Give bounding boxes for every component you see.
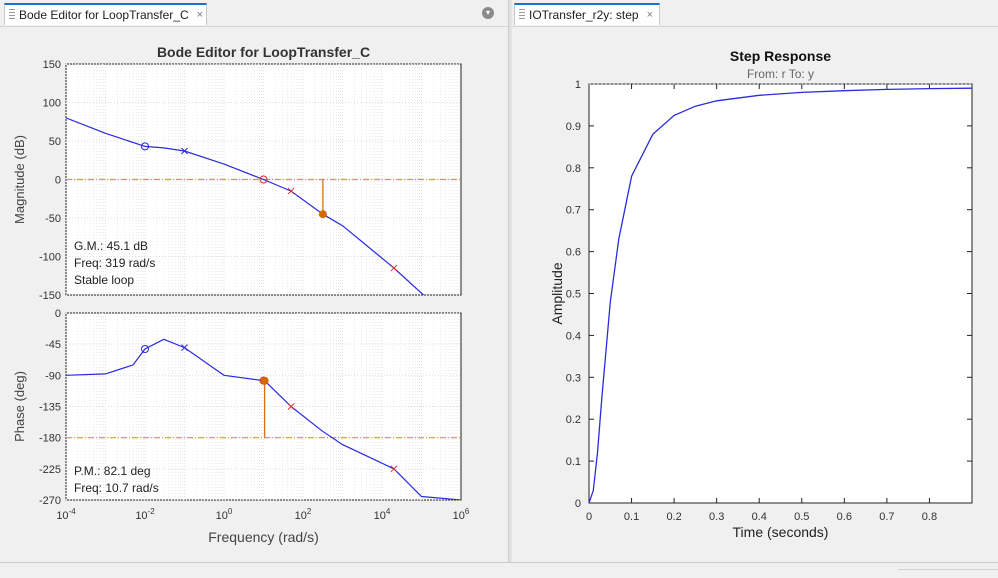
y-tick-label: 0.1 — [566, 456, 581, 468]
y-tick-label: -50 — [45, 213, 61, 225]
y-tick-label: 0.4 — [566, 330, 581, 342]
step-figure: Step Response From: r To: y 0 0.1 0.2 0.3 0.4 0… — [512, 27, 998, 562]
y-tick-label: 0.8 — [566, 163, 581, 175]
bode-plot[interactable]: Bode Editor for LoopTransfer_C 150 100 50 0 -… — [0, 27, 508, 562]
pole-marker — [287, 403, 295, 410]
y-tick-label: 0.6 — [566, 247, 581, 259]
x-tick-label: 106 — [453, 507, 470, 522]
phase-ylabel: Phase (deg) — [12, 371, 27, 442]
close-icon[interactable]: × — [646, 9, 654, 21]
x-tick-label: 0.2 — [666, 511, 681, 523]
x-tick-label: 102 — [295, 507, 312, 522]
y-tick-label: -45 — [45, 339, 61, 351]
drag-grip-icon[interactable] — [519, 9, 525, 21]
y-tick-label: 0 — [575, 498, 581, 510]
y-tick-label: 0.5 — [566, 289, 581, 301]
gain-margin-marker — [318, 210, 327, 219]
step-response-pane: IOTransfer_r2y: step × Step Response From… — [512, 0, 998, 562]
magnitude-curve — [66, 117, 425, 295]
status-bar — [0, 562, 998, 578]
y-tick-label: 0.7 — [566, 205, 581, 217]
bode-figure: Bode Editor for LoopTransfer_C 150 100 50 0 -… — [0, 27, 508, 562]
bode-xlabel: Frequency (rad/s) — [208, 529, 318, 545]
step-title: Step Response — [730, 48, 831, 64]
y-tick-label: -135 — [39, 402, 61, 414]
gain-margin-text: Freq: 319 rad/s — [74, 256, 155, 270]
y-tick-label: -100 — [39, 252, 61, 264]
pole-marker — [181, 147, 188, 155]
y-tick-label: 0.3 — [566, 372, 581, 384]
right-tab-bar: IOTransfer_r2y: step × — [512, 0, 998, 27]
y-tick-label: 100 — [43, 98, 61, 110]
magnitude-axes: 150 100 50 0 -50 -100 -150 Magnitude (dB) G.M.: … — [12, 59, 462, 302]
step-xlabel: Time (seconds) — [733, 524, 829, 540]
tab-label: IOTransfer_r2y: step — [529, 8, 639, 22]
x-tick-label: 0.5 — [794, 511, 809, 523]
phase-margin-text: P.M.: 82.1 deg — [74, 464, 151, 478]
drag-grip-icon[interactable] — [9, 9, 15, 21]
pole-marker — [390, 465, 398, 473]
gain-margin-text: Stable loop — [74, 273, 134, 287]
x-tick-label: 10-4 — [56, 507, 76, 522]
x-tick-label: 0.6 — [837, 511, 852, 523]
y-tick-label: -225 — [39, 464, 61, 476]
magnitude-ylabel: Magnitude (dB) — [12, 135, 27, 224]
phase-curve — [66, 338, 461, 500]
x-tick-label: 0.7 — [879, 511, 894, 523]
x-tick-label: 104 — [374, 507, 391, 522]
y-tick-label: 0.2 — [566, 414, 581, 426]
x-tick-label: 10-2 — [135, 507, 155, 522]
pole-marker — [287, 187, 295, 195]
y-tick-label: -180 — [39, 433, 61, 445]
y-tick-label: -150 — [39, 290, 61, 302]
zero-marker — [141, 142, 149, 151]
y-tick-label: 0 — [55, 175, 61, 187]
y-tick-label: 1 — [575, 79, 581, 91]
tab-label: Bode Editor for LoopTransfer_C — [19, 8, 189, 22]
phase-margin-marker — [260, 376, 269, 385]
y-tick-label: -90 — [45, 370, 61, 382]
bode-title: Bode Editor for LoopTransfer_C — [157, 44, 370, 60]
x-tick-label: 0.4 — [752, 511, 767, 523]
zero-marker — [259, 175, 268, 184]
phase-margin-text: Freq: 10.7 rad/s — [74, 481, 159, 495]
x-tick-label: 0.3 — [709, 511, 724, 523]
y-tick-label: 0 — [55, 308, 61, 320]
pole-marker — [181, 344, 188, 351]
pane-splitter[interactable] — [508, 0, 512, 562]
x-tick-label: 0 — [586, 511, 592, 523]
x-tick-label: 0.8 — [922, 511, 937, 523]
y-tick-label: 50 — [49, 136, 61, 148]
pane-menu-icon[interactable]: ▾ — [482, 7, 494, 19]
y-tick-label: -270 — [39, 495, 61, 507]
step-curve — [588, 87, 973, 504]
bode-editor-pane: Bode Editor for LoopTransfer_C × ▾ Bode … — [0, 0, 508, 562]
y-tick-label: 0.9 — [566, 121, 581, 133]
gain-margin-text: G.M.: 45.1 dB — [74, 239, 148, 253]
step-ylabel: Amplitude — [549, 262, 565, 324]
phase-axes: 0 -45 -90 -135 -180 -225 -270 Phase (deg) P.M.: … — [12, 308, 462, 507]
tab-bode-editor[interactable]: Bode Editor for LoopTransfer_C × — [4, 3, 207, 25]
x-tick-label: 100 — [216, 507, 233, 522]
pole-marker — [390, 264, 398, 272]
step-plot[interactable]: Step Response From: r To: y 0 0.1 0.2 0.3 0.4 0… — [512, 27, 998, 562]
zero-marker — [141, 345, 149, 354]
y-tick-label: 150 — [43, 59, 61, 71]
step-axes-frame — [588, 83, 973, 504]
left-tab-bar: Bode Editor for LoopTransfer_C × ▾ — [0, 0, 508, 27]
tab-step-response[interactable]: IOTransfer_r2y: step × — [514, 3, 660, 25]
close-icon[interactable]: × — [196, 9, 204, 21]
step-subtitle: From: r To: y — [747, 67, 814, 81]
x-tick-label: 0.1 — [624, 511, 639, 523]
